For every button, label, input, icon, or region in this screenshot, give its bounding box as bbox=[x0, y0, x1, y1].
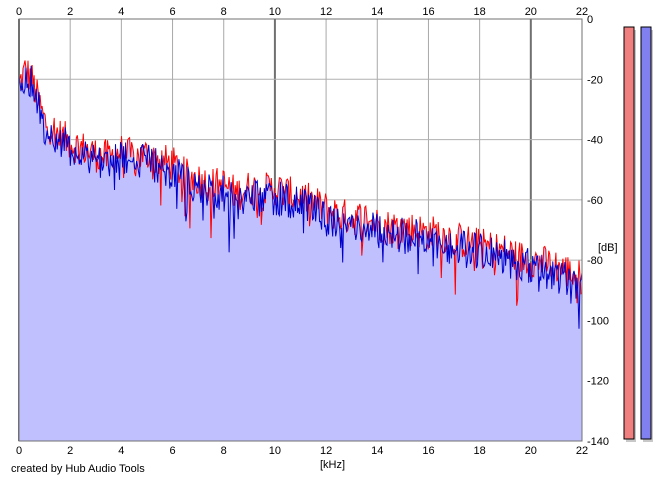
level-meter-2 bbox=[640, 26, 652, 440]
x-tick-label: 12 bbox=[320, 445, 332, 457]
x-tick-label: 0 bbox=[16, 445, 22, 457]
x-tick-label: 0 bbox=[16, 6, 22, 18]
y-tick-label: -20 bbox=[587, 74, 603, 86]
x-tick-label: 6 bbox=[169, 6, 175, 18]
x-tick-label: 8 bbox=[221, 6, 227, 18]
y-tick-label: 0 bbox=[587, 14, 593, 26]
x-tick-label: 4 bbox=[118, 445, 124, 457]
x-tick-label: 2 bbox=[67, 445, 73, 457]
series-line-2 bbox=[18, 65, 583, 329]
x-tick-label: 10 bbox=[269, 445, 281, 457]
x-tick-label: 14 bbox=[371, 6, 383, 18]
x-axis-label: [kHz] bbox=[320, 459, 345, 471]
x-tick-label: 12 bbox=[320, 6, 332, 18]
x-tick-label: 6 bbox=[169, 445, 175, 457]
x-tick-label: 2 bbox=[67, 6, 73, 18]
x-tick-label: 14 bbox=[371, 445, 383, 457]
level-meter-1 bbox=[623, 26, 635, 440]
series-lines bbox=[18, 60, 583, 329]
x-tick-label: 16 bbox=[422, 445, 434, 457]
x-tick-label: 18 bbox=[474, 6, 486, 18]
y-axis-label: [dB] bbox=[598, 242, 618, 254]
plot-border bbox=[18, 18, 583, 442]
x-tick-label: 22 bbox=[576, 445, 588, 457]
x-tick-label: 4 bbox=[118, 6, 124, 18]
x-tick-label: 20 bbox=[525, 6, 537, 18]
x-tick-labels-bottom: 0 2 4 6 8 10 12 14 16 18 20 22 bbox=[16, 445, 588, 457]
y-tick-label: -40 bbox=[587, 135, 603, 147]
y-tick-label: -140 bbox=[587, 436, 609, 448]
y-tick-label: -60 bbox=[587, 195, 603, 207]
spectrum-area bbox=[19, 60, 582, 441]
y-tick-label: -100 bbox=[587, 315, 609, 327]
x-tick-label: 18 bbox=[474, 445, 486, 457]
spectrum-fill bbox=[19, 60, 582, 441]
x-tick-label: 20 bbox=[525, 445, 537, 457]
series-line-1 bbox=[18, 60, 583, 306]
x-tick-labels-top: 0 2 4 6 8 10 12 14 16 18 20 22 bbox=[16, 6, 588, 18]
y-tick-labels: 0 -20 -40 -60 -80 -100 -120 -140 bbox=[587, 14, 609, 448]
plot-frame bbox=[18, 18, 583, 442]
credit-text: created by Hub Audio Tools bbox=[11, 463, 145, 475]
level-meters bbox=[623, 26, 653, 442]
x-tick-label: 22 bbox=[576, 6, 588, 18]
x-tick-label: 16 bbox=[422, 6, 434, 18]
y-tick-label: -120 bbox=[587, 376, 609, 388]
y-tick-label: -80 bbox=[587, 255, 603, 267]
x-tick-label: 10 bbox=[269, 6, 281, 18]
x-tick-label: 8 bbox=[221, 445, 227, 457]
